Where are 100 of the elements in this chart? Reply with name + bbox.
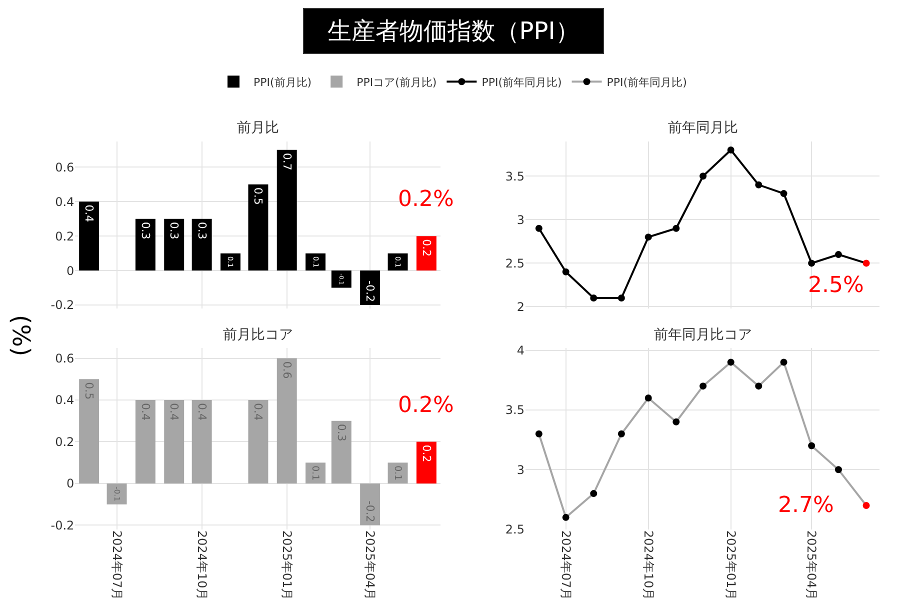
point (727, 358, 734, 366)
y-tick-label: 3 (516, 462, 524, 477)
data-label: -0.2 (364, 280, 377, 302)
data-label: 0.2 (420, 444, 433, 462)
point (780, 358, 788, 366)
y-tick-label: -0.2 (50, 518, 74, 532)
bar (192, 218, 212, 271)
point (644, 394, 652, 402)
x-tick-label: 2024年10月 (641, 530, 656, 600)
annotation: 2.7% (778, 493, 834, 518)
bar (306, 462, 326, 484)
bar (360, 483, 380, 526)
y-tick-label: 2.5 (505, 256, 524, 270)
data-label: 0.3 (138, 222, 152, 240)
point (672, 418, 680, 426)
y-tick-label: 4 (516, 343, 524, 358)
bar (416, 236, 436, 271)
x-tick-label: 2025年04月 (363, 530, 378, 600)
y-tick-label: -0.2 (50, 298, 74, 312)
bar (220, 253, 240, 271)
bar (331, 420, 352, 484)
y-tick-label: 0 (66, 476, 74, 491)
bar (164, 400, 184, 484)
y-tick-label: 0.2 (55, 434, 74, 449)
point (727, 146, 734, 154)
point (834, 250, 842, 258)
bar (106, 483, 127, 504)
data-label: 0.1 (310, 466, 321, 481)
chart-subtitle: 前月比コア (223, 327, 293, 343)
data-label: 0.6 (280, 361, 294, 379)
x-tick-label: 2025年04月 (804, 530, 819, 600)
point (808, 442, 816, 450)
point (700, 172, 707, 180)
legend-label: PPI(前月比) (254, 76, 312, 89)
bar (388, 462, 408, 484)
y-tick-label: 0.6 (55, 160, 74, 174)
point (780, 190, 788, 198)
y-tick-label: 0.6 (55, 352, 74, 366)
data-label: 0.4 (168, 403, 181, 421)
legend-label: PPI(前年同月比) (606, 76, 687, 89)
data-label: 0.3 (334, 424, 348, 442)
annotation: 0.2% (398, 187, 454, 212)
point (700, 382, 707, 390)
data-label: 0.4 (138, 403, 152, 421)
bar (135, 400, 156, 484)
bar (248, 184, 268, 271)
data-label: -0.2 (364, 500, 377, 522)
y-tick-label: 3.5 (505, 403, 524, 418)
annotation: 2.5% (808, 273, 864, 298)
bar (360, 270, 380, 306)
data-label: 0.7 (280, 152, 294, 170)
bar (276, 358, 297, 484)
point (535, 224, 542, 232)
point (755, 181, 762, 188)
y-tick-label: 0 (66, 264, 74, 278)
point (562, 268, 570, 276)
bar (306, 253, 326, 271)
y-tick-label: 3.5 (505, 169, 524, 184)
chart-subtitle: 前年同月比 (668, 120, 738, 136)
bar (331, 270, 352, 288)
y-tick-label: 2 (516, 300, 524, 314)
x-tick-label: 2024年07月 (558, 530, 573, 600)
bar (164, 218, 184, 271)
chart-title: 生産者物価指数（PPI） (312, 17, 595, 45)
legend-label: PPI(前年同月比) (482, 76, 562, 89)
chart-subtitle: 前月比 (237, 120, 279, 136)
bar (79, 202, 100, 271)
data-label: 0.3 (195, 222, 208, 240)
y-tick-label: 0.4 (55, 194, 74, 209)
bar (135, 218, 156, 271)
legend-label: PPIコア(前月比) (356, 76, 437, 89)
y-tick-label: 0.4 (55, 393, 74, 408)
point (535, 430, 542, 438)
y-axis-title: (%) (6, 314, 35, 356)
point (562, 514, 570, 521)
data-label: 0.5 (82, 382, 96, 400)
point (590, 490, 598, 498)
bar (79, 379, 100, 484)
chart-subtitle: 前年同月比コア (654, 327, 752, 343)
data-label: 0.1 (392, 466, 403, 481)
x-tick-label: 2025年01月 (280, 530, 294, 600)
annotation: 0.2% (398, 393, 454, 418)
y-tick-label: 2.5 (505, 522, 524, 537)
bar (276, 150, 297, 271)
point (618, 430, 625, 438)
data-label: 0.5 (252, 187, 265, 205)
data-label: 0.4 (195, 403, 208, 421)
data-label: 0.4 (252, 403, 265, 421)
point (834, 466, 842, 474)
point (644, 234, 652, 241)
y-tick-label: 0.2 (55, 229, 74, 244)
x-tick-label: 2024年10月 (194, 530, 209, 600)
point (862, 502, 870, 509)
point (618, 294, 625, 302)
data-label: 0.2 (420, 239, 433, 257)
x-tick-label: 2024年07月 (110, 530, 124, 600)
data-label: 0.4 (82, 204, 96, 222)
point (755, 382, 762, 390)
point (590, 294, 598, 302)
point (672, 224, 680, 232)
